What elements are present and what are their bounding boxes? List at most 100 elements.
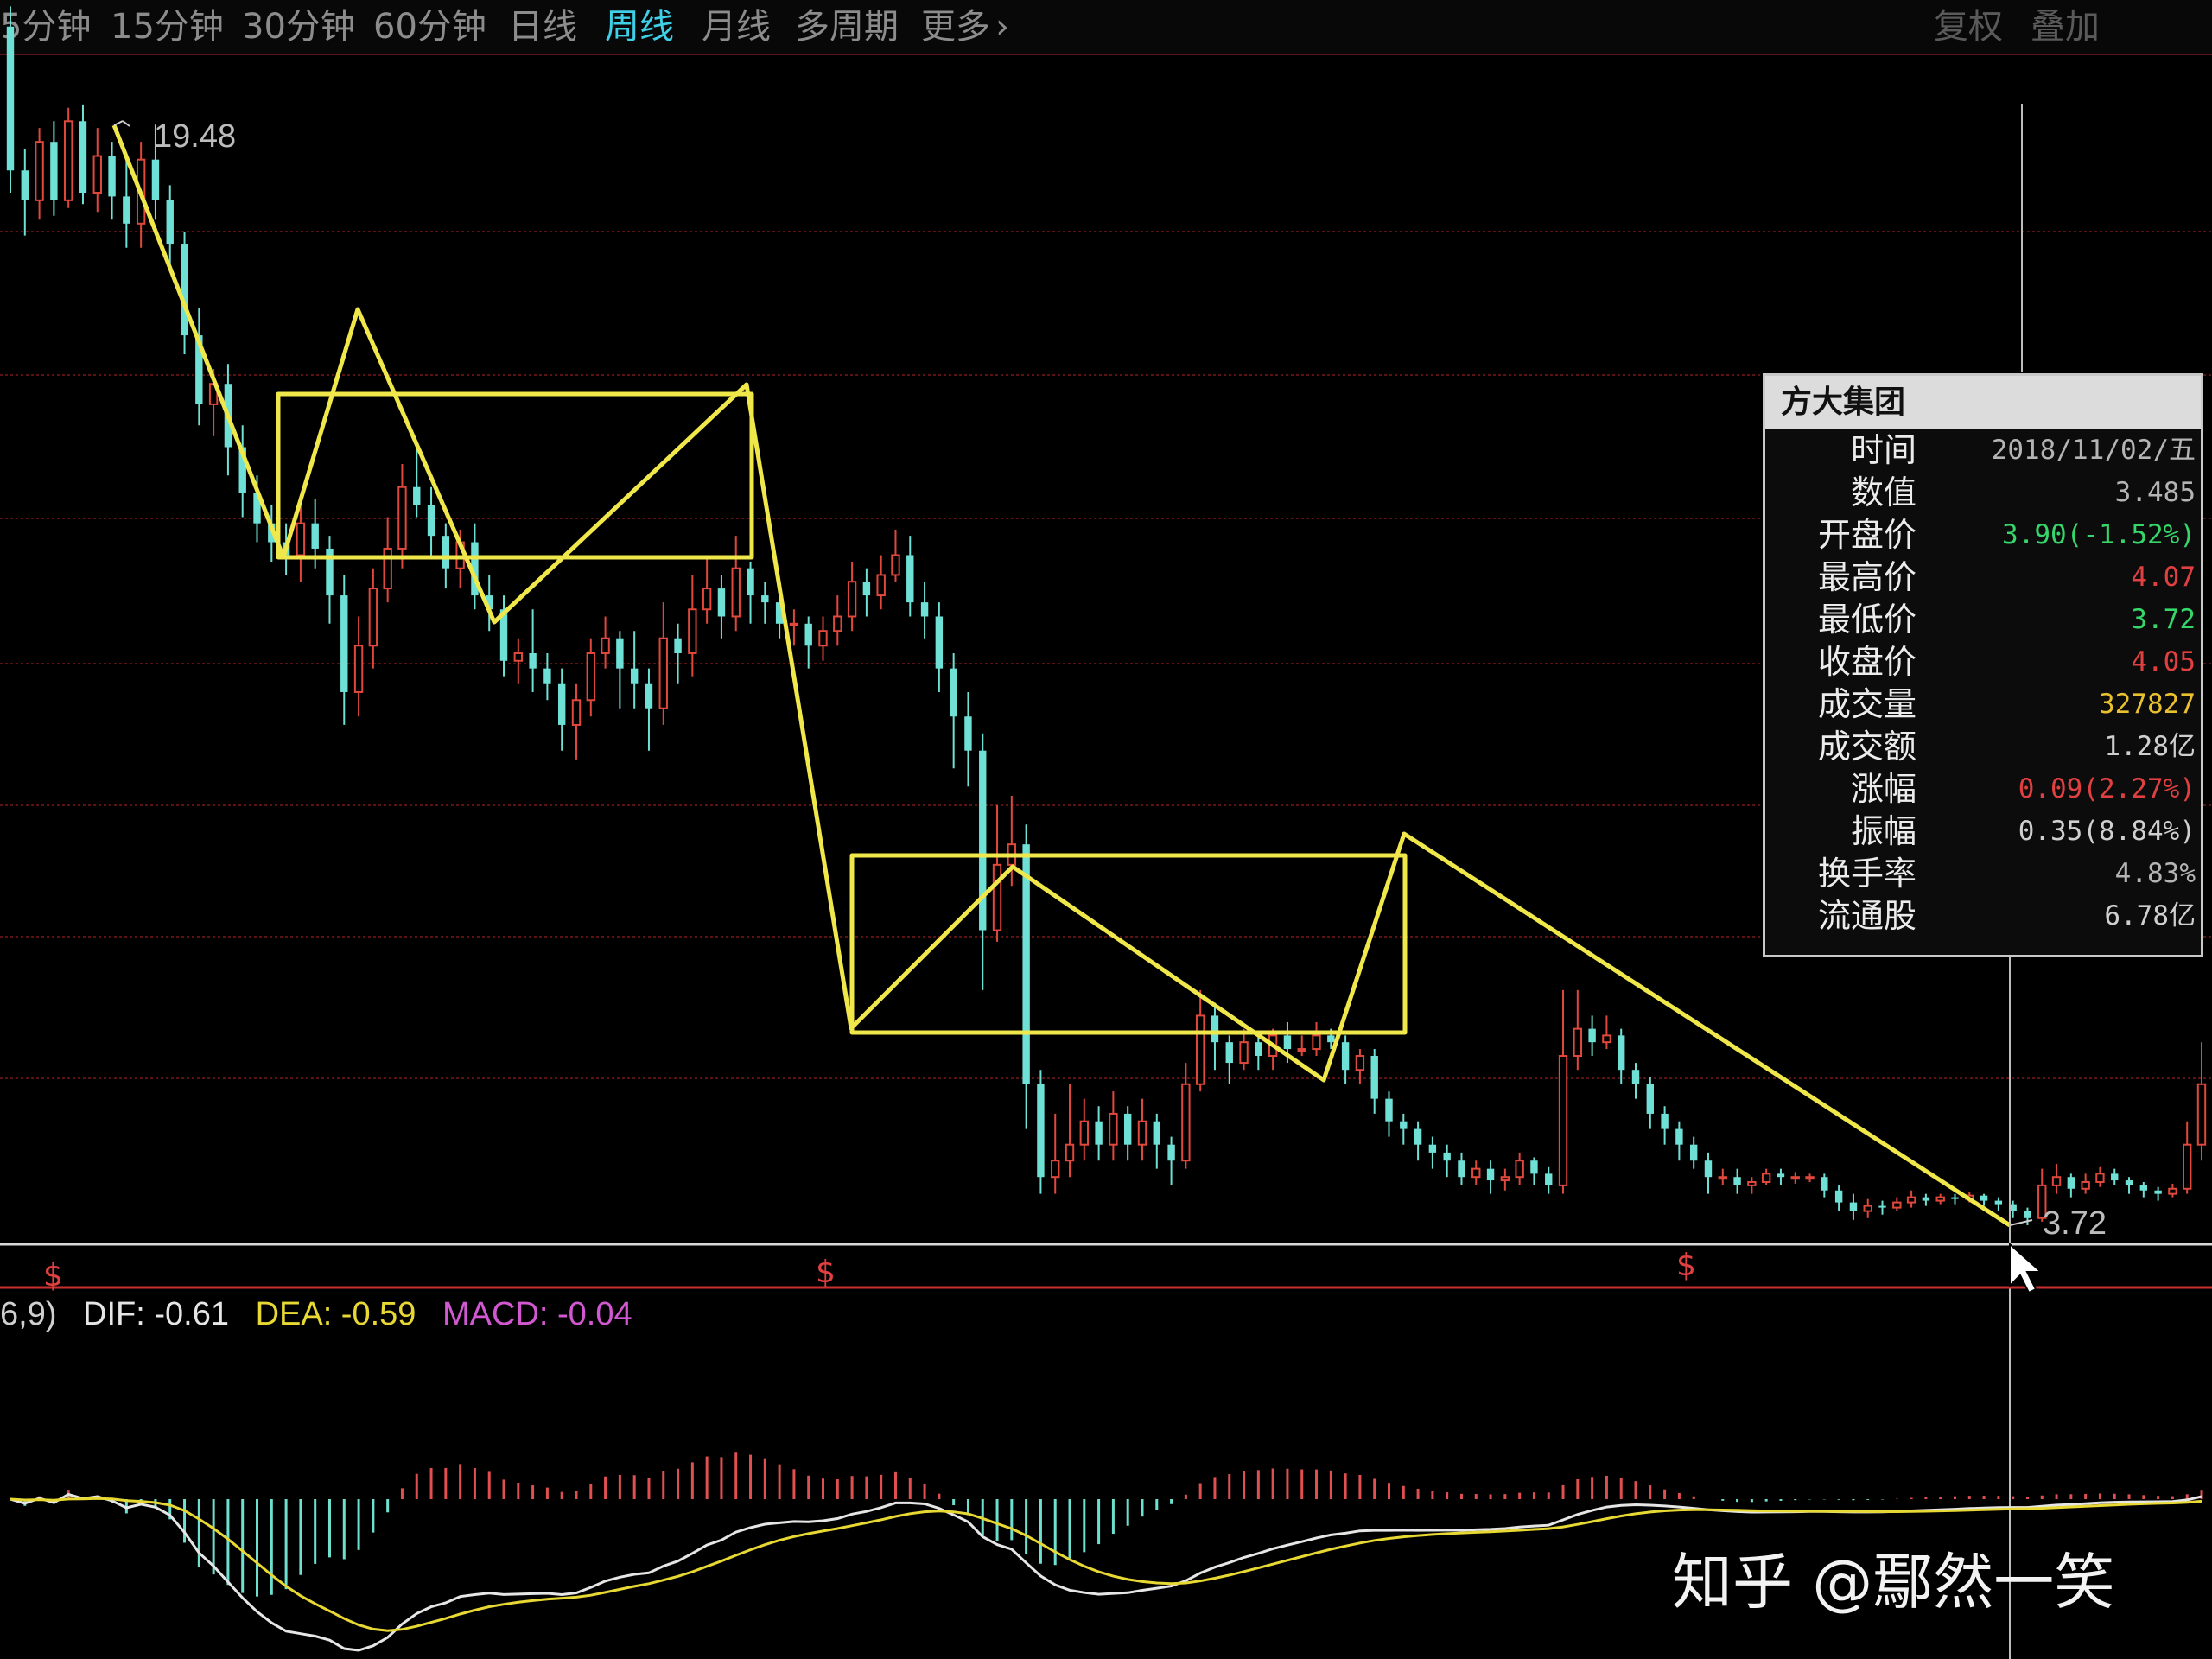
info-row-label: 流通股 [1817,897,1916,935]
tab-multi-period[interactable]: 多周期 [795,7,899,47]
info-row-value: 0.35(8.84%) [2018,816,2196,847]
candle-body [1458,1160,1465,1178]
candle-body [950,668,957,717]
info-row-value: 4.83% [2114,858,2196,889]
candle-body [761,595,769,603]
info-row-value: 2018/11/02/五 [1991,435,2196,466]
candle-body [427,505,435,537]
candle-body [702,588,712,611]
candle-body [1327,1035,1335,1043]
info-row-label: 换手率 [1817,855,1916,893]
candle-body [1195,1014,1205,1085]
info-row: 成交量 327827 [1765,683,2201,726]
candle-body [442,536,450,569]
candle-body [1400,1121,1408,1129]
candle-body [1051,1160,1060,1179]
info-row-label: 最高价 [1817,558,1916,596]
candle-body [1980,1195,1988,1201]
candle-body [688,608,697,654]
candle-body [1618,1035,1625,1071]
chevron-right-icon[interactable]: › [995,7,1009,47]
info-row-label: 数值 [1850,474,1916,512]
candle-body [2168,1187,2177,1195]
candle-body [311,523,319,549]
candle-body [1123,1113,1132,1145]
tab-5min[interactable]: 5分钟 [0,7,92,47]
candle-body [558,683,566,725]
candle-body [1675,1128,1683,1145]
candle-body [804,623,812,646]
candle-body [1443,1152,1451,1161]
info-row-label: 开盘价 [1817,516,1916,554]
candle-body [2081,1180,2090,1190]
tab-more[interactable]: 更多 [921,7,990,47]
info-row-value: 3.72 [2131,604,2196,635]
event-markers: $ $ $ [43,1248,1696,1294]
macd-header: 6,9) DIF: -0.61 DEA: -0.59 MACD: -0.04 [0,1293,650,1336]
info-row: 成交额 1.28亿 [1765,726,2201,768]
candle-body [340,595,348,692]
trend-annotations [111,124,2012,1228]
candle-body [891,554,900,576]
candle-body [1167,1144,1175,1161]
candle-body [543,668,551,684]
tab-60min[interactable]: 60分钟 [373,7,486,47]
candle-body [1312,1034,1321,1051]
restore-rights-button[interactable]: 复权 [1934,7,2003,47]
candle-body [1385,1098,1393,1122]
macd-histogram [23,1452,2203,1597]
candle-body [1065,1143,1075,1162]
candle-body [1747,1180,1757,1186]
tab-30min[interactable]: 30分钟 [242,7,355,47]
candle-body [2037,1184,2047,1219]
candle-body [413,486,421,505]
candle-body [1761,1173,1771,1183]
overlay-button[interactable]: 叠加 [2031,7,2100,47]
candle-body [906,555,914,603]
candle-body [876,574,886,597]
candle-body [601,637,610,654]
candle-body [1225,1042,1233,1064]
candle-body [1863,1205,1872,1212]
tab-monthly[interactable]: 月线 [702,7,771,47]
period-toolbar: 5分钟 15分钟 30分钟 60分钟 日线 周线 月线 多周期 更多 › 复权 … [0,0,2212,55]
candle-body [920,602,929,617]
candle-body [731,567,741,618]
candle-body [1095,1121,1103,1145]
candle-body [1355,1055,1365,1071]
candle-body [1109,1112,1118,1146]
candle-body [833,615,842,632]
candle-body [1733,1177,1741,1185]
candle-body [166,200,174,245]
candle-body [486,595,493,610]
info-row: 最低价 3.72 [1765,599,2201,641]
candle-body [1545,1173,1553,1185]
candle-body [992,863,1002,931]
candle-body [1790,1176,1800,1180]
candle-body [238,447,246,493]
price-gridlines [0,231,2212,1079]
tab-daily[interactable]: 日线 [508,7,577,47]
candle-body [1821,1177,1828,1191]
candle-body [1037,1084,1045,1178]
candle-body [1922,1197,1930,1201]
candle-body [529,652,537,669]
candle-body [1515,1160,1524,1179]
info-row: 流通股 6.78亿 [1765,895,2201,938]
candle-body [964,716,972,751]
macd-dea-value: DEA: -0.59 [255,1296,416,1332]
tab-15min[interactable]: 15分钟 [111,7,224,47]
candle-body [674,638,682,653]
info-panel-title: 方大集团 [1765,376,2201,429]
consolidation-box-1 [276,391,754,560]
high-price-marker: 19.48 [113,118,236,155]
candle-body [253,493,261,524]
tab-weekly[interactable]: 周线 [605,7,674,47]
mouse-cursor-icon [2009,1242,2044,1294]
event-marker: $ [816,1255,836,1290]
candle-body [2067,1177,2075,1189]
candle-body [1153,1121,1160,1145]
stock-info-panel: 方大集团 时间 2018/11/02/五 数值 3.485 开盘价 3.90(-1.52%… [1763,373,2203,957]
info-row-value: 1.28亿 [2104,731,2196,762]
info-row: 数值 3.485 [1765,472,2201,514]
